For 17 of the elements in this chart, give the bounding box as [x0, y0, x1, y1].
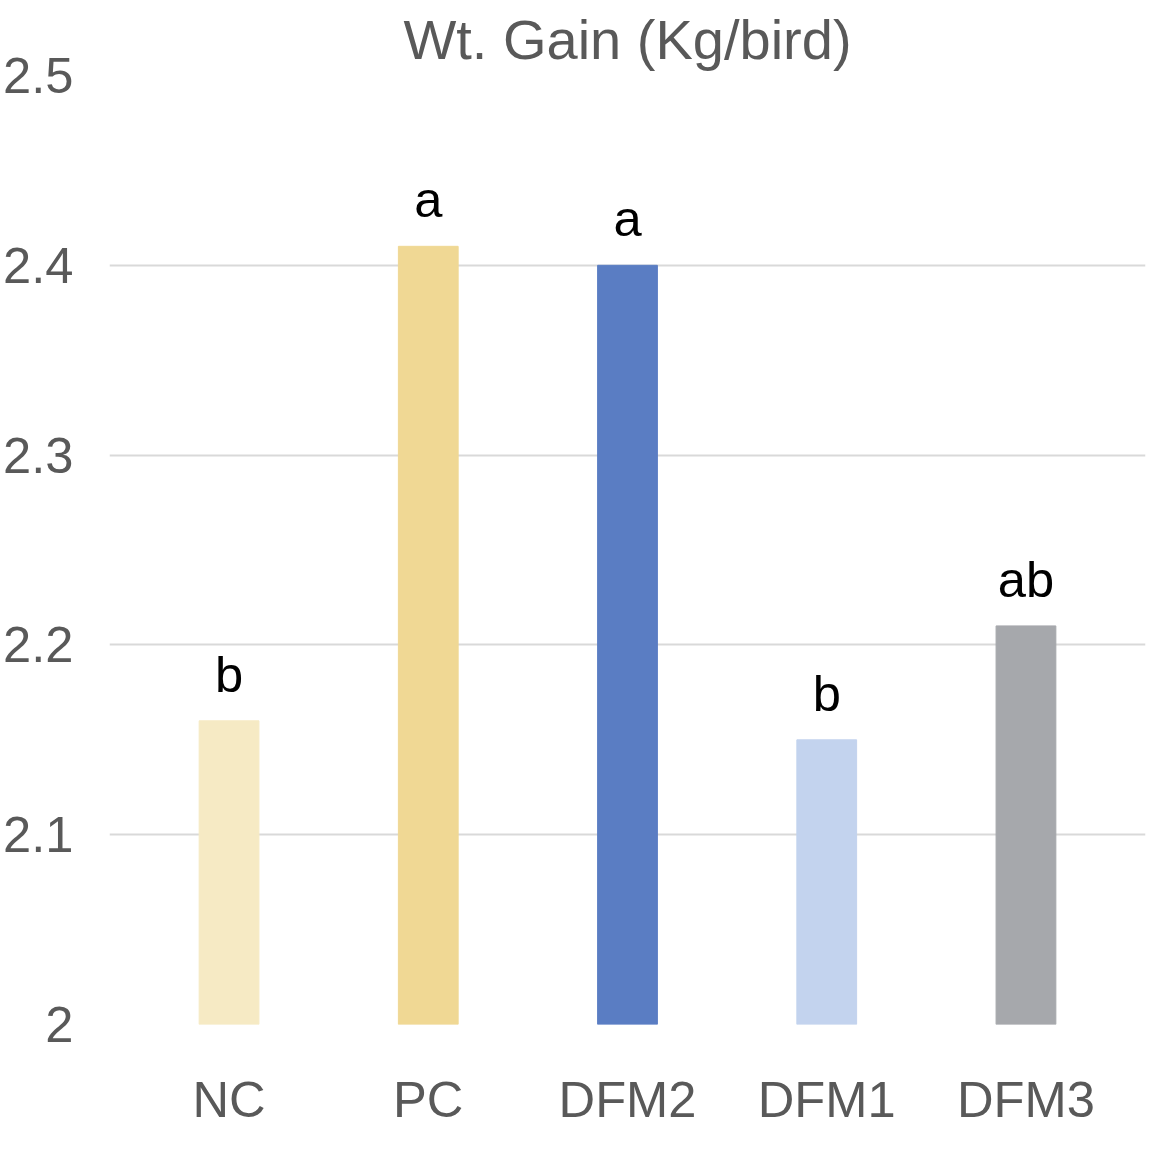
- annotation: a: [414, 171, 444, 229]
- annotation: b: [812, 664, 841, 722]
- annotation: ab: [997, 550, 1055, 608]
- x-tick-label: DFM2: [558, 1070, 697, 1128]
- annotation: b: [214, 645, 244, 703]
- y-tick-label: 2.1: [3, 806, 74, 864]
- x-tick-label: DFM1: [757, 1070, 896, 1128]
- y-tick-label: 2: [45, 996, 74, 1053]
- y-tick-label: 2.2: [3, 616, 74, 674]
- y-tick-label: 2.4: [3, 236, 74, 294]
- chart-title: Wt. Gain (Kg/bird): [403, 7, 852, 71]
- y-tick-label: 2.3: [3, 426, 74, 484]
- annotation: a: [613, 190, 643, 248]
- y-tick-label: 2.5: [3, 47, 74, 104]
- x-tick-label: NC: [192, 1070, 266, 1128]
- x-tick-label: PC: [393, 1070, 464, 1128]
- x-tick-label: DFM3: [957, 1070, 1095, 1128]
